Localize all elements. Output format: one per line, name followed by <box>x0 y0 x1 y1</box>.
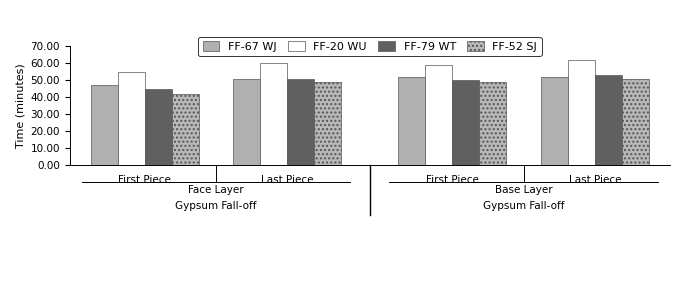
Bar <box>172 94 199 165</box>
Bar <box>622 79 649 165</box>
Bar <box>479 82 506 165</box>
Text: Face Layer: Face Layer <box>188 185 244 195</box>
Bar <box>91 85 118 165</box>
Bar <box>260 63 288 165</box>
Bar <box>425 65 452 165</box>
Text: Gypsum Fall-off: Gypsum Fall-off <box>483 201 564 210</box>
Bar <box>595 75 622 165</box>
Legend: FF-67 WJ, FF-20 WU, FF-79 WT, FF-52 SJ: FF-67 WJ, FF-20 WU, FF-79 WT, FF-52 SJ <box>198 37 542 56</box>
Bar <box>234 79 260 165</box>
Y-axis label: Time (minutes): Time (minutes) <box>15 63 25 148</box>
Bar <box>399 77 425 165</box>
Text: Base Layer: Base Layer <box>495 185 553 195</box>
Text: Gypsum Fall-off: Gypsum Fall-off <box>175 201 257 210</box>
Bar <box>145 89 172 165</box>
Bar <box>314 82 341 165</box>
Bar <box>452 80 480 165</box>
Bar <box>541 77 568 165</box>
Bar <box>288 79 314 165</box>
Bar <box>568 60 595 165</box>
Bar <box>118 72 145 165</box>
